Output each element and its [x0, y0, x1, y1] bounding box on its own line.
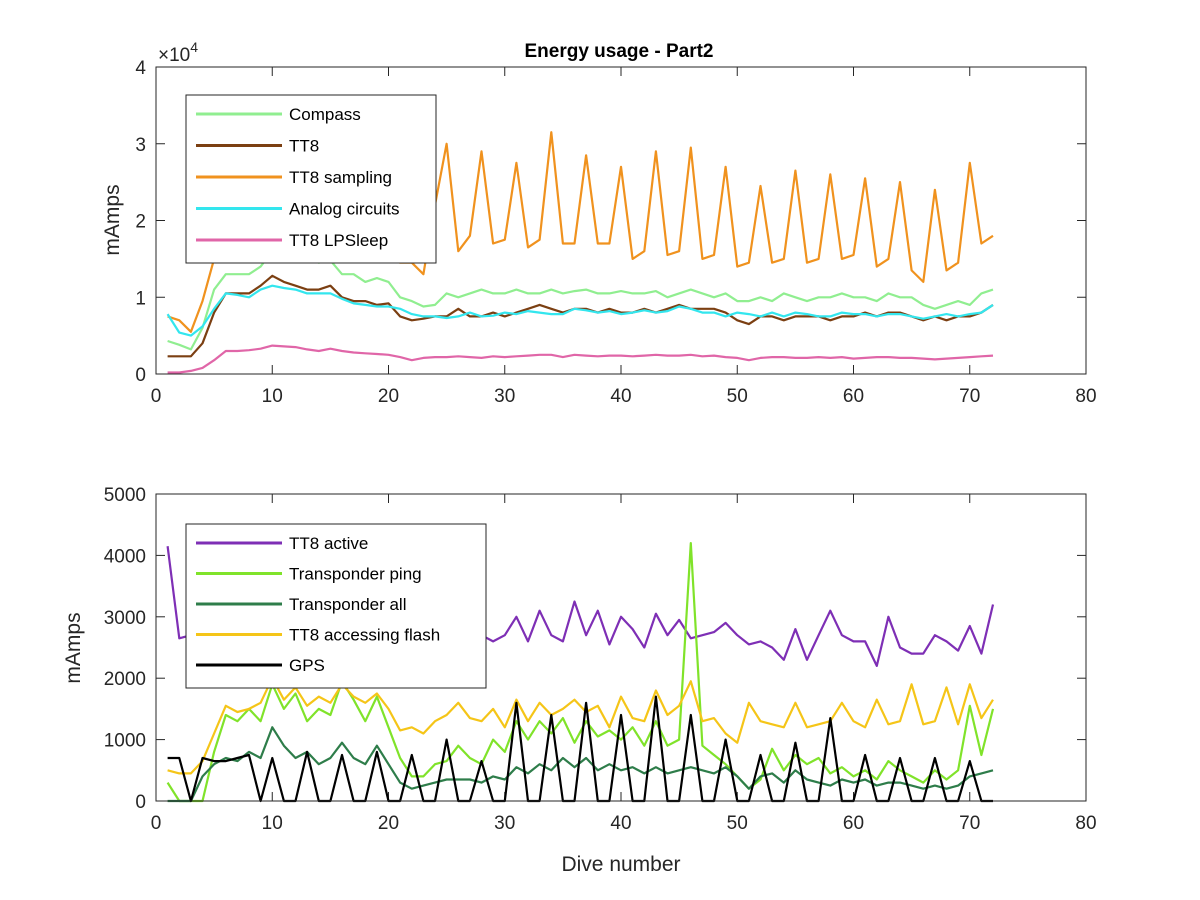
x-tick-label-top: 50 — [727, 386, 748, 407]
legend-label-top-4: TT8 LPSleep — [289, 231, 388, 250]
svg-text:×104: ×104 — [158, 39, 198, 66]
y-tick-label-bottom: 5000 — [104, 485, 146, 506]
series-line-bottom-1 — [166, 541, 995, 803]
tick-group-top: 0 10 20 30 40 50 60 70 80 0 1 2 3 4 — [135, 58, 1096, 407]
legend-label-bottom-1: Transponder ping — [289, 565, 422, 584]
legend-label-top-2: TT8 sampling — [289, 168, 392, 187]
legend-label-bottom-0: TT8 active — [289, 534, 368, 553]
y-tick-label-bottom: 2000 — [104, 669, 146, 690]
x-tick-label-top: 80 — [1075, 386, 1096, 407]
legend-label-bottom-2: Transponder all — [289, 595, 407, 614]
x-tick-label-bottom: 40 — [610, 813, 631, 834]
y-tick-label-top: 3 — [135, 135, 146, 156]
y-exponent-power: 4 — [190, 39, 198, 55]
y-axis-label-bottom: mAmps — [62, 612, 85, 683]
x-axis-label: Dive number — [561, 853, 680, 876]
series-line-bottom-4 — [167, 695, 993, 803]
series-group-top — [166, 131, 994, 374]
x-tick-label-bottom: 60 — [843, 813, 864, 834]
bottom-subplot: mAmps Dive number 0 10 20 30 40 50 60 70 80 0 1000… — [62, 485, 1097, 876]
legend-label-top-3: Analog circuits — [289, 200, 400, 219]
series-line-bottom-2 — [167, 726, 994, 803]
x-tick-label-bottom: 0 — [151, 813, 162, 834]
series-line-top-4 — [167, 344, 994, 374]
x-tick-label-bottom: 50 — [727, 813, 748, 834]
x-tick-label-top: 10 — [262, 386, 283, 407]
legend-label-bottom-3: TT8 accessing flash — [289, 626, 440, 645]
legend-bottom: TT8 active Transponder ping Transponder al… — [185, 523, 487, 689]
x-tick-label-bottom: 30 — [494, 813, 515, 834]
x-tick-label-bottom: 80 — [1075, 813, 1096, 834]
x-tick-label-top: 40 — [610, 386, 631, 407]
axes-frame-top — [155, 66, 1087, 375]
legend-label-top-1: TT8 — [289, 137, 319, 156]
legend-top: Compass TT8 TT8 sampling Analog circuits TT8… — [185, 94, 437, 264]
x-tick-label-top: 60 — [843, 386, 864, 407]
y-axis-label-top: mAmps — [101, 184, 124, 255]
legend-box-top — [185, 94, 437, 264]
x-tick-label-bottom: 10 — [262, 813, 283, 834]
top-subplot: Energy usage - Part2 ×104 mAmps 0 10 20 30 4… — [101, 39, 1097, 407]
tick-group-bottom: 0 10 20 30 40 50 60 70 80 0 1000 2000 3000 4000 5000 — [104, 485, 1097, 834]
legend-label-top-0: Compass — [289, 105, 361, 124]
x-tick-label-bottom: 20 — [378, 813, 399, 834]
y-tick-label-top: 4 — [135, 58, 146, 79]
y-tick-label-top: 2 — [135, 212, 146, 233]
x-tick-label-top: 0 — [151, 386, 162, 407]
y-tick-label-top: 0 — [135, 365, 146, 386]
y-tick-label-bottom: 1000 — [104, 731, 146, 752]
x-tick-label-top: 30 — [494, 386, 515, 407]
y-tick-label-bottom: 3000 — [104, 608, 146, 629]
legend-label-bottom-4: GPS — [289, 656, 325, 675]
series-line-bottom-3 — [167, 677, 994, 775]
series-line-top-3 — [166, 284, 994, 337]
y-tick-label-bottom: 0 — [135, 792, 146, 813]
axes-frame-bottom — [155, 493, 1087, 802]
x-tick-label-top: 20 — [378, 386, 399, 407]
legend-box-bottom — [185, 523, 487, 689]
x-tick-label-bottom: 70 — [959, 813, 980, 834]
chart-title: Energy usage - Part2 — [524, 41, 713, 62]
y-exponent-label: ×104 — [158, 39, 198, 66]
x-tick-label-top: 70 — [959, 386, 980, 407]
y-tick-label-bottom: 4000 — [104, 546, 146, 567]
y-exponent-base: ×10 — [158, 45, 190, 66]
y-tick-label-top: 1 — [135, 288, 146, 309]
